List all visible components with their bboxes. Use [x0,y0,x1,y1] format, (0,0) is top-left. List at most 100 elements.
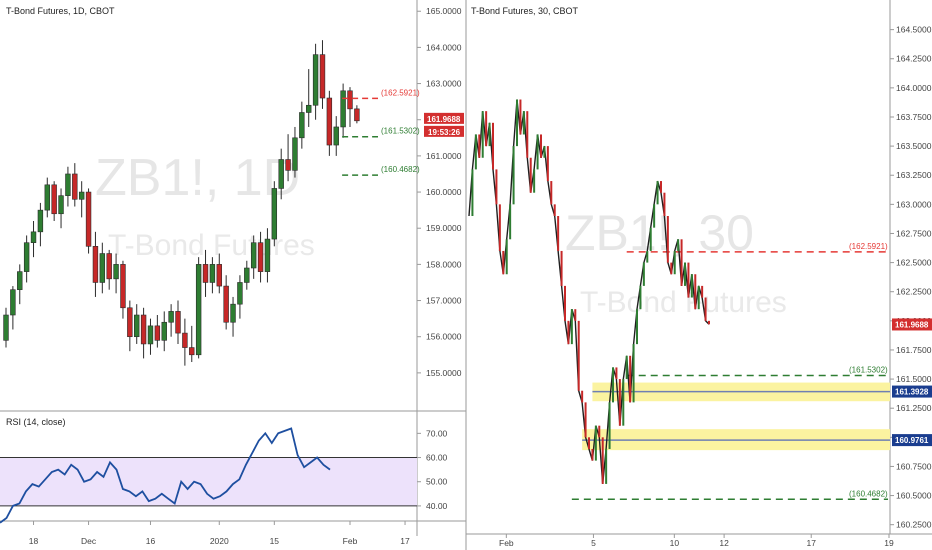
intraday-bar-up [608,402,611,449]
daily-x-tick-label: Feb [343,536,358,546]
intraday-bar-down [629,355,632,403]
candle-up [168,311,174,323]
intraday-bar-down [591,448,594,461]
candle-down [51,184,57,215]
intraday-bar-down [663,192,666,216]
candle-up [209,264,216,283]
candle-up [230,303,236,323]
intraday-bar-up [522,111,525,135]
intraday-bar-down [598,425,601,438]
candle-down [140,314,147,345]
intraday-bar-down [694,274,697,310]
intraday-bar-down [553,204,556,216]
intraday-watermark-name: T-Bond Futures [580,286,787,319]
intraday-x-tick-label: Feb [499,538,514,548]
intraday-level-label: (162.5921) [849,242,888,251]
intraday-bar-up [656,181,659,205]
intraday-x-tick-label: 17 [806,538,816,548]
intraday-bar-down [564,285,566,321]
rsi-title: RSI (14, close) [6,417,66,427]
intraday-y-tick-label: 164.0000 [896,83,932,93]
candle-up [78,191,85,200]
candle-down [92,246,99,283]
intraday-bar-down [708,320,710,325]
zone-price-label: 161.3928 [895,388,929,397]
candle-down [257,242,264,272]
rsi-y-tick-label: 40.00 [426,501,448,511]
intraday-bar-down [495,169,498,205]
candle-up [3,314,9,341]
intraday-bar-up [570,309,573,345]
daily-watermark-name: T-Bond Futures [108,229,315,262]
candle-up [161,321,167,341]
intraday-bar-down [560,250,563,286]
candle-up [10,289,16,316]
candle-down [319,54,326,99]
intraday-bar-down [615,367,618,380]
candle-up [264,238,271,272]
intraday-bar-up [625,355,628,380]
candle-down [354,108,360,122]
daily-watermark-symbol: ZB1!, 1D [95,149,300,207]
intraday-bar-up [684,262,686,286]
intraday-bar-down [704,297,707,321]
candle-down [175,311,181,334]
intraday-bar-down [670,262,673,275]
candle-down [347,90,353,110]
intraday-bar-down [526,111,529,158]
intraday-bar-up [642,262,645,286]
daily-level-label: (161.5302) [381,127,420,136]
intraday-bar-up [697,285,700,310]
intraday-bar-down [519,99,522,135]
intraday-bar-down [577,320,580,391]
intraday-y-tick-label: 163.0000 [896,199,932,209]
intraday-bar-down [588,437,590,449]
daily-countdown-label: 19:53:26 [428,128,461,137]
candle-up [278,159,284,189]
intraday-y-tick-label: 161.2500 [896,403,932,413]
daily-x-tick-label: 2020 [210,536,229,546]
candle-up [147,325,154,345]
intraday-bar-up [474,134,477,170]
intraday-bar-down [546,146,549,182]
intraday-bar-down [540,134,542,158]
intraday-price-line [468,99,710,484]
intraday-bar-down [557,216,560,251]
intraday-x-tick-label: 5 [591,538,596,548]
candle-up [333,126,339,146]
intraday-bar-up [649,227,652,251]
candle-down [85,191,92,247]
daily-last-price-label: 161.9688 [427,115,461,124]
candle-up [299,112,305,139]
intraday-y-tick-label: 162.5000 [896,258,932,268]
intraday-bar-up [690,274,693,298]
daily-x-tick-label: 16 [146,536,156,546]
intraday-bar-up [471,169,474,216]
intraday-bar-down [502,250,505,275]
daily-y-tick-label: 156.0000 [426,332,462,342]
intraday-bar-down [529,157,532,193]
intraday-chart-panel: ZB1!, 30 T-Bond Futures T-Bond Futures, 30… [465,0,932,550]
intraday-bar-up [516,99,518,147]
intraday-chart-title: T-Bond Futures, 30, CBOT [471,6,579,16]
intraday-bar-down [492,122,494,170]
intraday-y-tick-label: 160.7500 [896,461,932,471]
intraday-bar-down [478,134,481,158]
candle-up [99,253,106,283]
candle-up [23,242,30,272]
daily-y-tick-label: 160.0000 [426,187,462,197]
candle-up [340,90,346,128]
intraday-bar-up [481,111,484,158]
candle-up [244,267,250,283]
intraday-bar-down [660,181,662,193]
intraday-bar-down [601,437,604,484]
daily-y-tick-label: 164.0000 [426,42,462,52]
intraday-bar-up [612,367,614,403]
candle-down [120,264,126,309]
zone-price-tag [892,385,932,398]
candle-up [292,137,298,171]
intraday-bar-down [666,216,669,263]
daily-countdown-tag [424,125,464,137]
daily-level-label: (160.4682) [381,165,420,174]
daily-y-tick-label: 155.0000 [426,368,462,378]
